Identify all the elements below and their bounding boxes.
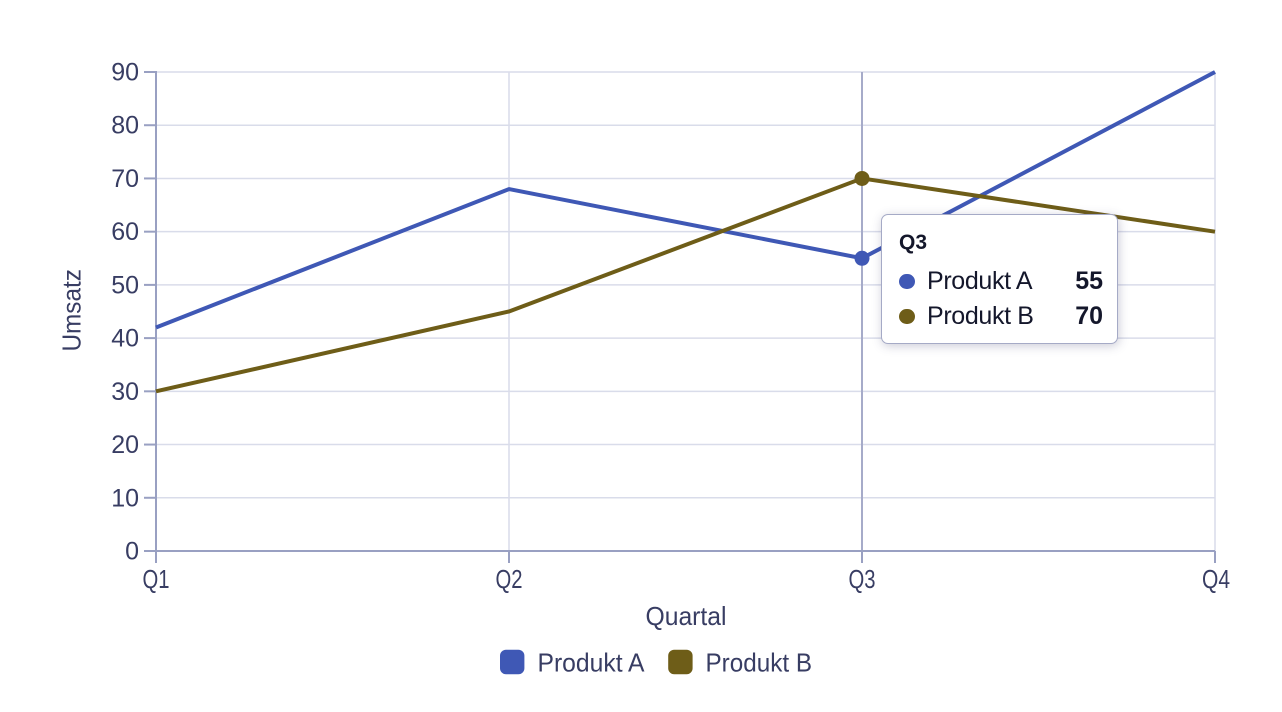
svg-text:Produkt B: Produkt B [706,648,813,678]
svg-text:60: 60 [111,218,139,246]
svg-text:80: 80 [111,112,139,140]
svg-text:20: 20 [111,431,139,459]
svg-text:Q2: Q2 [496,564,523,594]
svg-text:50: 50 [111,271,139,299]
svg-text:30: 30 [111,378,139,406]
svg-text:10: 10 [111,484,139,512]
svg-text:0: 0 [125,538,139,566]
svg-text:Q1: Q1 [143,564,170,594]
svg-text:Produkt A: Produkt A [538,648,646,678]
svg-text:Quartal: Quartal [646,601,727,631]
svg-text:40: 40 [111,325,139,353]
svg-text:Q3: Q3 [849,564,876,594]
svg-text:70: 70 [111,165,139,193]
svg-text:90: 90 [111,59,139,87]
svg-text:Q4: Q4 [1202,564,1230,594]
svg-text:Umsatz: Umsatz [57,269,87,352]
